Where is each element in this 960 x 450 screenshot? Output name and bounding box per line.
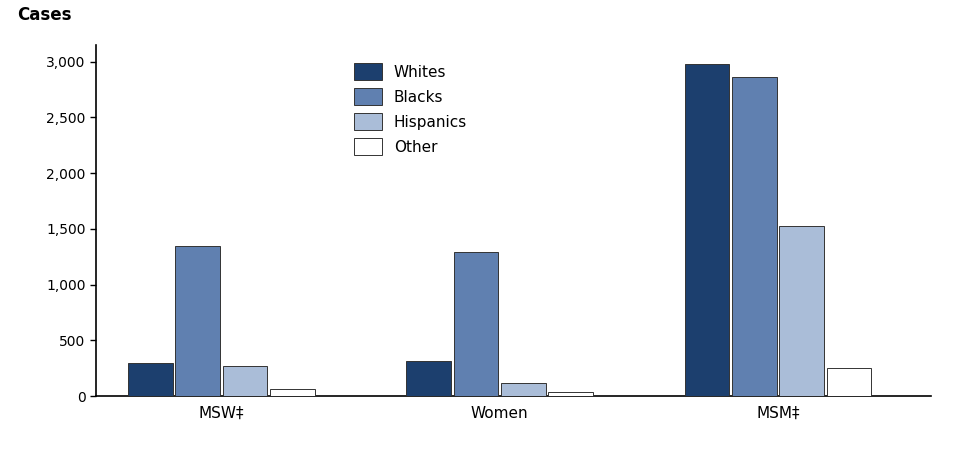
Bar [780, 225, 824, 396]
Bar [454, 252, 498, 396]
Bar [270, 389, 315, 396]
Bar [732, 77, 777, 396]
Legend: Whites, Blacks, Hispanics, Other: Whites, Blacks, Hispanics, Other [354, 63, 468, 155]
Bar [684, 64, 730, 396]
Bar [406, 361, 451, 396]
Bar [501, 382, 545, 396]
Bar [548, 392, 593, 396]
Bar [827, 368, 872, 396]
Bar [128, 363, 173, 396]
Bar [176, 246, 220, 396]
Bar [223, 366, 267, 396]
Text: Cases: Cases [16, 6, 71, 24]
